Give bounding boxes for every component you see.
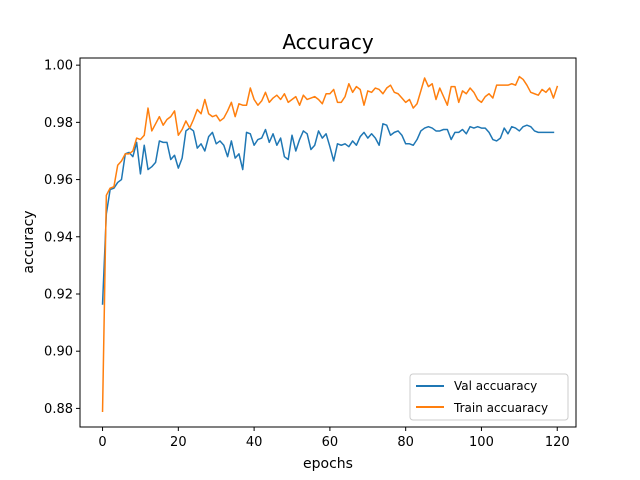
y-tick-label-6: 1.00 [44, 59, 73, 74]
y-tick-label-4: 0.96 [44, 173, 73, 188]
chart-title: Accuracy [282, 30, 373, 54]
x-tick-label-6: 120 [545, 435, 570, 450]
y-tick-label-2: 0.92 [44, 287, 73, 302]
legend-label-val: Val accuaracy [454, 379, 537, 393]
x-tick-label-5: 100 [469, 435, 494, 450]
y-tick-label-1: 0.90 [44, 345, 73, 360]
y-tick-label-5: 0.98 [44, 116, 73, 131]
y-axis: 0.88 0.90 0.92 0.94 0.96 0.98 1.00 [44, 59, 80, 417]
x-tick-label-2: 40 [246, 435, 263, 450]
x-tick-label-1: 20 [170, 435, 187, 450]
x-tick-label-4: 80 [397, 435, 414, 450]
plot-frame [79, 57, 577, 428]
y-tick-label-3: 0.94 [44, 230, 73, 245]
x-tick-label-3: 60 [322, 435, 339, 450]
series-line-train [101, 75, 559, 413]
legend-label-train: Train accuaracy [453, 401, 548, 415]
series-line-val [101, 123, 555, 305]
legend-box [409, 373, 569, 421]
legend: Val accuaracy Train accuaracy [409, 373, 569, 421]
x-axis-label: epochs [303, 456, 353, 472]
x-tick-label-0: 0 [98, 435, 106, 450]
y-tick-label-0: 0.88 [44, 402, 73, 417]
series-layer [101, 75, 559, 413]
y-axis-label: accuracy [21, 210, 37, 273]
x-axis: 0 20 40 60 80 100 120 [98, 427, 570, 450]
